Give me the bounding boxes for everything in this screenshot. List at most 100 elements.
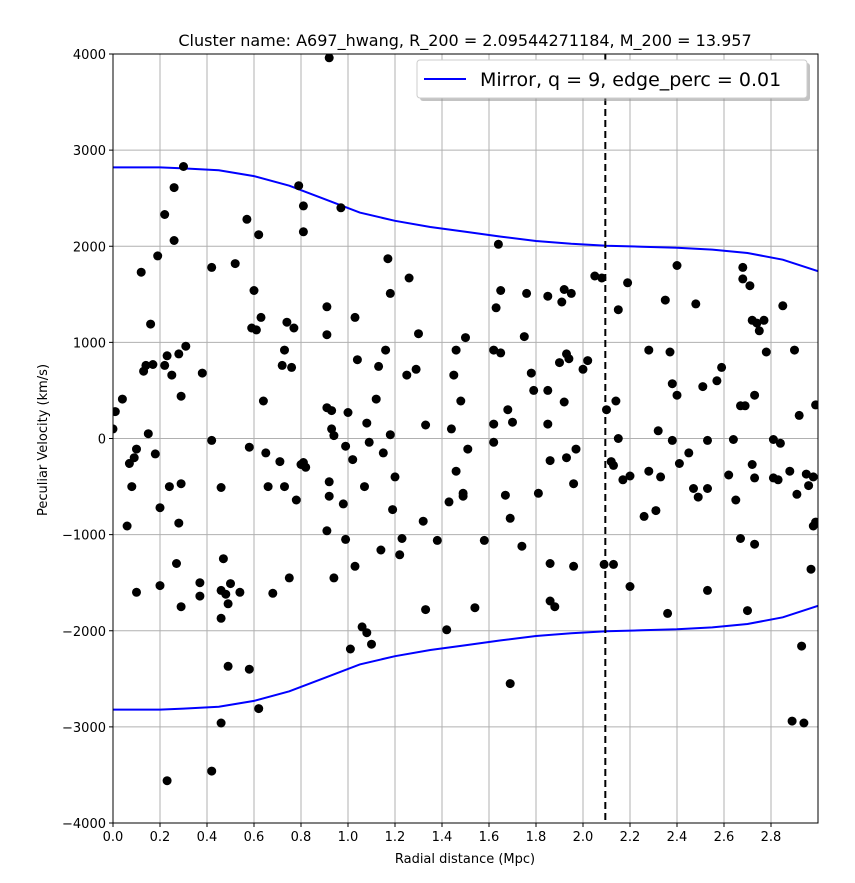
data-point [155,503,165,513]
data-point [545,456,555,466]
data-point [136,267,146,277]
data-point [275,457,285,467]
data-point [808,472,818,482]
data-point [327,406,337,416]
data-point [197,368,207,378]
data-point [371,394,381,404]
data-point [517,541,527,551]
x-tick-label: 1.8 [526,830,547,845]
data-point [743,606,752,616]
data-point [689,484,698,493]
data-point [623,278,633,288]
data-point [350,312,360,322]
data-point [712,376,722,386]
data-point [195,578,205,588]
data-point [799,718,809,728]
data-point [533,488,543,498]
data-point [395,550,405,560]
data-point [174,349,184,359]
data-point [280,345,289,355]
y-tick-label: 1000 [73,336,106,351]
data-point [500,490,510,500]
data-point [543,419,553,429]
data-point [778,301,788,311]
data-point [684,448,694,458]
data-point [602,405,611,415]
data-point [251,325,261,335]
x-tick-label: 1.6 [479,830,500,845]
x-tick-label: 0.4 [197,830,218,845]
data-point [672,261,682,270]
data-point [150,449,160,459]
data-point [226,579,235,589]
data-point [790,345,799,355]
data-point [489,437,499,447]
data-point [597,273,607,283]
data-point [287,362,297,372]
data-point [562,453,571,463]
data-point [625,471,635,481]
data-point [207,435,217,445]
data-point [338,499,348,509]
data-point [625,582,635,591]
data-point [242,214,252,224]
data-point [174,518,184,528]
data-point [775,438,785,448]
data-point [543,291,553,301]
data-point [141,360,151,370]
data-point [609,460,618,470]
y-axis: −4000 −3000 −2000 −1000 0 1000 2000 3000 4000 [62,48,113,832]
x-axis-label: Radial distance (Mpc) [395,852,535,867]
lower-caustic-line [113,604,818,711]
data-point [667,435,677,445]
data-point [341,534,351,544]
data-point [324,54,334,63]
data-point [258,396,268,406]
x-tick-label: 0.6 [244,830,265,845]
data-point [216,483,226,492]
data-point [644,466,654,476]
data-point [390,472,400,482]
data-point [336,203,346,213]
data-point [113,407,120,417]
data-point [496,348,506,358]
data-point [294,181,304,191]
data-point [148,360,158,369]
data-point [176,602,186,612]
data-points [113,54,818,786]
data-point [113,424,118,434]
data-point [244,664,254,674]
data-point [282,317,292,327]
data-point [761,347,771,357]
data-point [261,448,271,458]
data-point [463,444,473,454]
data-point [667,379,677,389]
data-point [785,466,795,476]
x-tick-label: 1.0 [338,830,359,845]
data-point [322,526,332,536]
data-point [569,479,579,489]
data-point [341,441,351,451]
data-point [322,330,332,340]
x-tick-label: 2.2 [620,830,641,845]
data-point [162,351,172,361]
data-point [496,286,506,295]
data-point [397,534,407,543]
data-point [611,396,621,406]
grid [112,53,818,824]
data-point [322,302,332,312]
data-point [745,281,755,291]
data-point [352,355,362,365]
data-point [362,418,372,428]
data-point [571,444,581,454]
data-point [223,599,233,609]
data-point [451,466,461,476]
data-point [216,613,226,623]
data-point [421,420,431,430]
data-point [663,608,673,618]
x-tick-label: 1.2 [385,830,406,845]
data-point [768,435,778,444]
data-point [583,356,593,366]
y-tick-label: −1000 [62,529,106,544]
data-point [458,488,468,498]
